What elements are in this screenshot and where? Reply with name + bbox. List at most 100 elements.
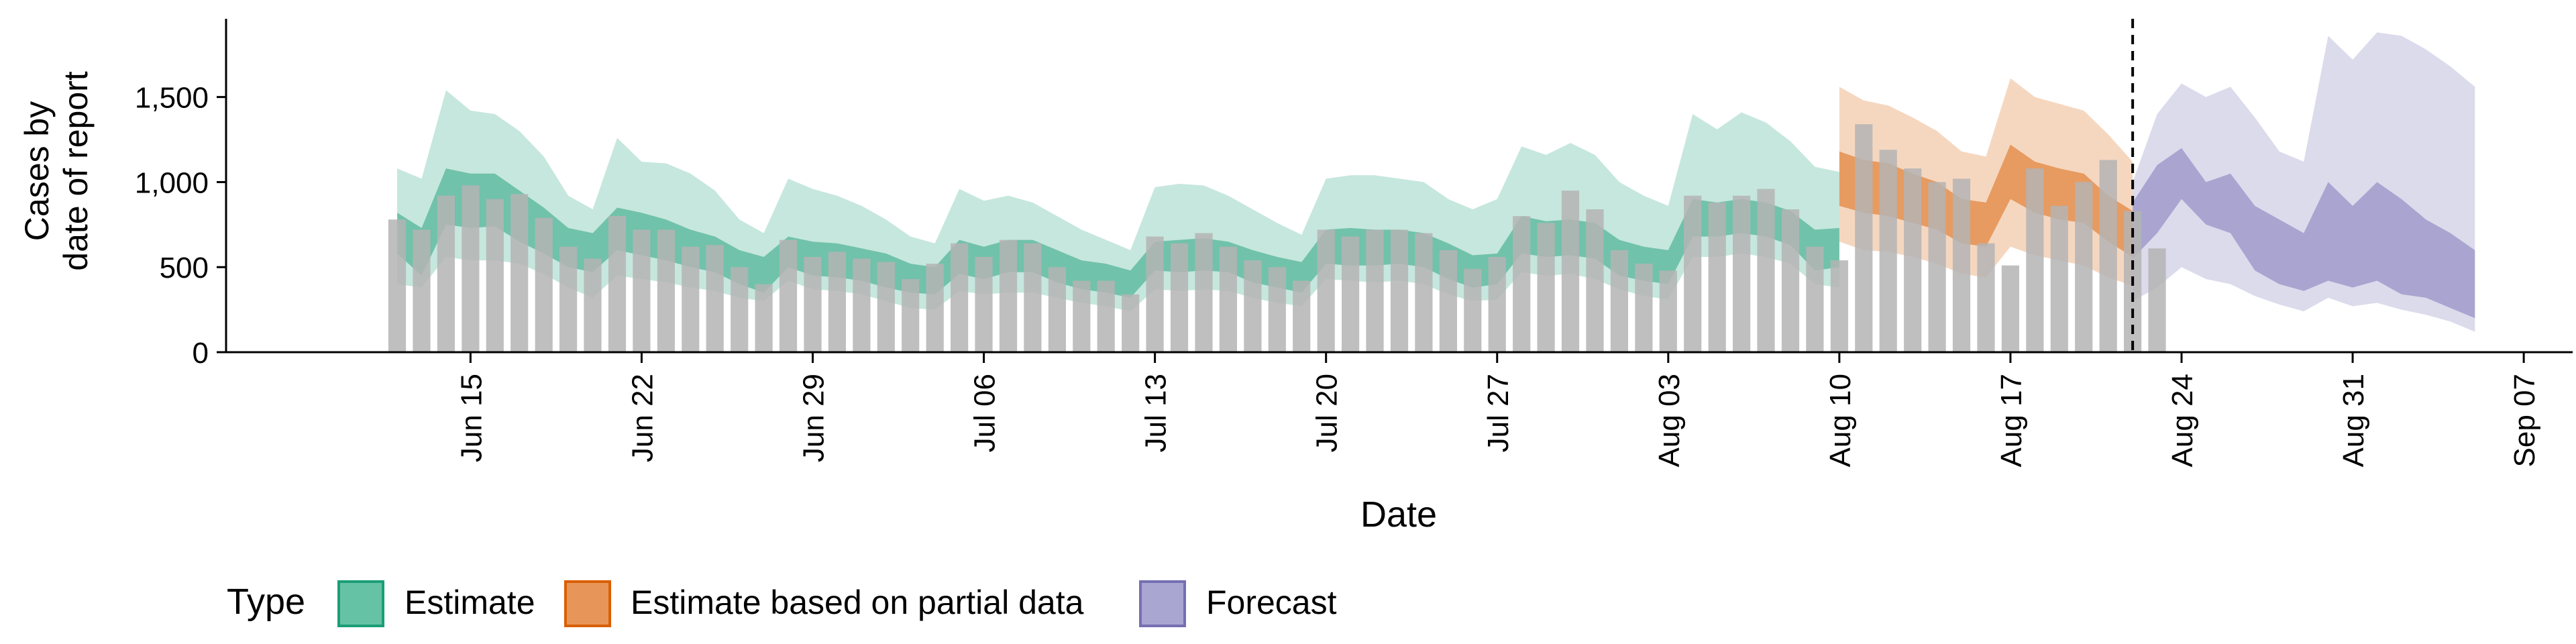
credible-bands (397, 32, 2475, 332)
case-bar (1122, 294, 1140, 352)
x-axis-label: Date (1360, 494, 1437, 535)
case-bar (1219, 246, 1237, 352)
case-bar (2026, 168, 2044, 352)
legend-label-estimate: Estimate (405, 584, 535, 621)
legend: Type Estimate Estimate based on partial … (227, 580, 1337, 627)
case-bar (1561, 191, 1580, 352)
case-bar (1024, 243, 1042, 352)
case-bar (1928, 182, 1946, 352)
case-bar (1904, 168, 1922, 352)
x-tick-label: Aug 03 (1653, 374, 1686, 467)
case-bar (1439, 250, 1457, 352)
case-bar (1366, 229, 1384, 352)
case-bar (1513, 216, 1531, 352)
case-bar (1879, 150, 1897, 353)
case-bar (828, 252, 846, 352)
x-tick-label: Aug 17 (1995, 374, 2028, 467)
legend-label-forecast: Forecast (1206, 584, 1337, 621)
x-tick-label: Aug 31 (2337, 374, 2370, 467)
legend-swatch-partial (564, 580, 611, 627)
case-bar (1757, 189, 1775, 352)
case-bar (1977, 243, 1995, 352)
case-bar (633, 229, 651, 352)
case-bar (755, 284, 773, 352)
case-bar (682, 246, 700, 352)
case-bar (2075, 182, 2093, 352)
x-tick-label: Jul 13 (1140, 374, 1173, 452)
x-tick-label: Sep 07 (2508, 374, 2541, 467)
case-bar (2099, 160, 2117, 352)
case-bar (999, 239, 1018, 352)
case-bar (1855, 124, 1873, 352)
x-tick-label: Jul 27 (1482, 374, 1515, 452)
case-bar (437, 195, 455, 352)
case-bar (706, 245, 724, 353)
case-bar (2001, 265, 2019, 352)
case-bar (1537, 223, 1555, 352)
case-bar (1268, 267, 1286, 352)
case-bar (1708, 202, 1726, 352)
case-bar (388, 219, 407, 352)
case-bar (1390, 229, 1409, 352)
x-tick-label: Jun 15 (455, 374, 488, 462)
case-bar (608, 216, 627, 352)
y-tick-label: 1,000 (135, 166, 209, 199)
case-bar (926, 264, 944, 352)
case-bar (1317, 229, 1335, 352)
band-50-forecast (2133, 148, 2475, 319)
x-tick-label: Aug 24 (2166, 374, 2199, 467)
case-bar (804, 257, 822, 352)
case-bar (2050, 205, 2068, 352)
legend-swatch-estimate (337, 580, 384, 627)
case-bar (1488, 257, 1506, 352)
case-bar (535, 217, 553, 352)
case-bar (902, 279, 920, 352)
case-bar (1146, 236, 1164, 352)
band-50-estimate (397, 168, 1839, 298)
legend-label-partial: Estimate based on partial data (631, 584, 1084, 621)
case-bar (1830, 260, 1848, 352)
case-bar (1073, 280, 1091, 352)
y-tick-label: 500 (160, 252, 209, 284)
y-tick-label: 1,500 (135, 82, 209, 115)
case-bar (975, 257, 993, 352)
legend-title: Type (227, 582, 305, 622)
case-bar (1952, 178, 1971, 352)
case-bar (1244, 260, 1262, 352)
case-bar (1610, 250, 1628, 352)
y-axis-label-line1: Cases by (18, 101, 56, 241)
case-bar (1806, 246, 1824, 352)
x-tick-label: Jul 20 (1311, 374, 1344, 452)
x-tick-label: Aug 10 (1824, 374, 1857, 467)
case-bar (1415, 233, 1433, 352)
case-bar (877, 262, 895, 352)
x-tick-label: Jun 22 (626, 374, 659, 462)
legend-swatch-forecast (1139, 580, 1186, 627)
case-bar (1659, 270, 1677, 352)
case-bar (657, 229, 675, 352)
case-bar (1635, 264, 1653, 352)
case-bar (1586, 209, 1604, 352)
case-bar (1684, 195, 1702, 352)
case-bar (413, 229, 431, 352)
case-bar (2148, 248, 2166, 352)
y-axis-ticks: 0 500 1,000 1,500 (135, 82, 226, 370)
case-bar (559, 246, 578, 352)
case-bar (779, 239, 798, 352)
case-bar (1048, 267, 1066, 352)
case-bar (1733, 195, 1751, 352)
case-bar (511, 194, 529, 352)
case-bar (1170, 243, 1189, 352)
x-tick-label: Jun 29 (798, 374, 830, 462)
case-bar (853, 258, 871, 352)
x-tick-label: Jul 06 (969, 374, 1002, 452)
band-50-estimate-based-on-partial-data (1839, 144, 2133, 257)
case-bar (486, 199, 504, 352)
case-bar (731, 267, 749, 352)
case-bar (1195, 233, 1213, 352)
case-bar (951, 243, 969, 352)
case-bar (1293, 280, 1311, 352)
case-bar (1464, 268, 1482, 353)
case-bar (1342, 236, 1360, 352)
